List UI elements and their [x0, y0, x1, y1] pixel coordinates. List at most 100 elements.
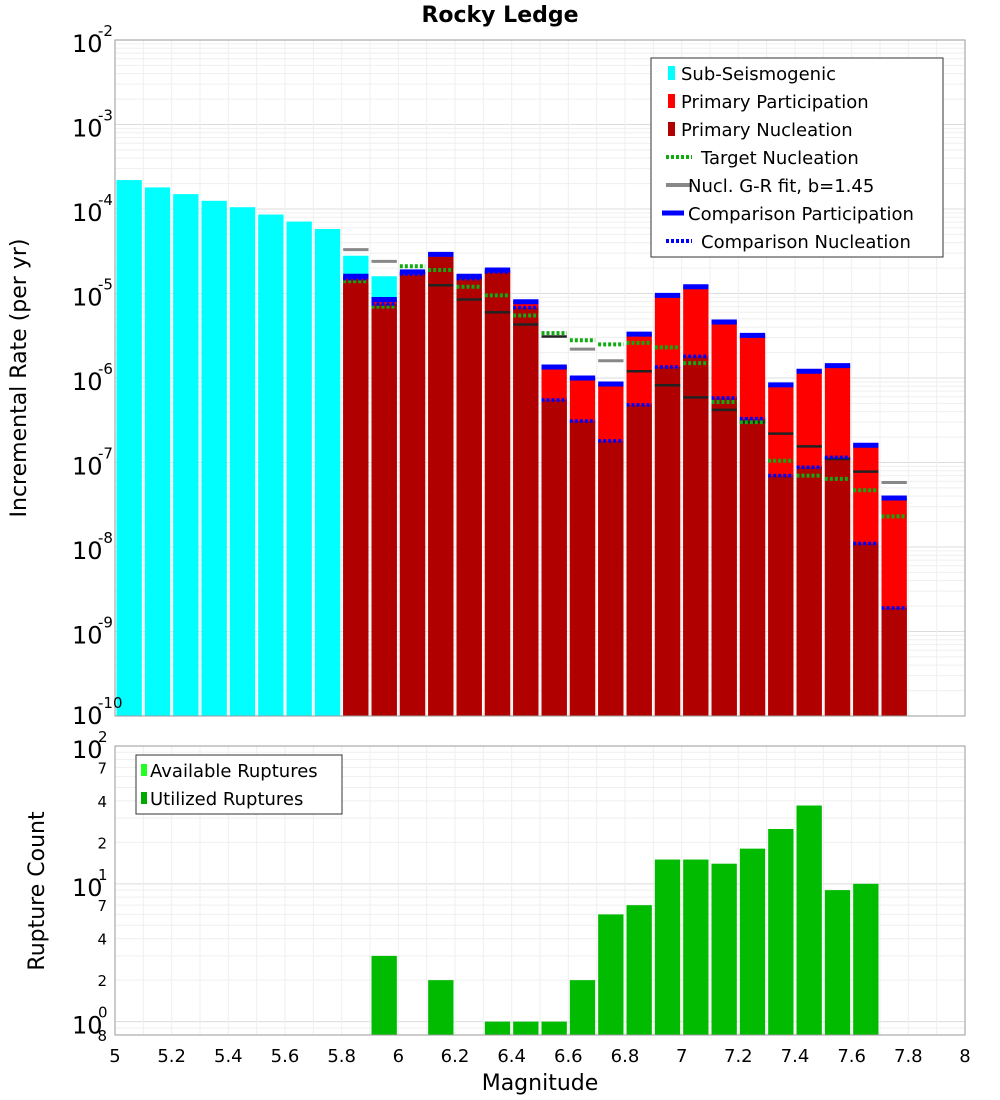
utilized-ruptures-bar — [371, 955, 397, 1035]
x-tick-label: 5 — [109, 1046, 120, 1067]
legend-swatch — [668, 122, 675, 136]
sub-seismogenic-bar — [286, 221, 312, 716]
x-tick-label: 6.6 — [554, 1046, 583, 1067]
x-tick-label: 7.4 — [781, 1046, 810, 1067]
primary-nucleation-bar — [824, 457, 851, 716]
bottom-bars — [371, 805, 879, 1035]
utilized-ruptures-bar — [484, 1021, 511, 1035]
y-tick-label: 10 — [72, 453, 103, 481]
x-tick-label: 7.6 — [837, 1046, 866, 1067]
primary-nucleation-bar — [796, 467, 822, 716]
x-tick-label: 6 — [393, 1046, 404, 1067]
y-minor-tick-label: 7 — [97, 759, 107, 777]
utilized-ruptures-bar — [711, 863, 737, 1035]
y-minor-tick-label: 4 — [97, 931, 107, 949]
legend-swatch — [141, 792, 147, 804]
utilized-ruptures-bar — [569, 980, 596, 1035]
x-tick-label: 6.4 — [497, 1046, 526, 1067]
bottom-y-axis-label: Rupture Count — [25, 811, 50, 971]
y-tick-exponent: -5 — [98, 276, 113, 294]
y-tick-label: 10 — [72, 199, 103, 227]
legend-label: Sub-Seismogenic — [681, 64, 836, 85]
y-minor-tick-label: 2 — [97, 834, 107, 852]
primary-nucleation-bar — [569, 420, 596, 716]
utilized-ruptures-bar — [541, 1021, 567, 1035]
primary-nucleation-bar — [399, 274, 426, 716]
utilized-ruptures-bar — [853, 883, 879, 1035]
utilized-ruptures-bar — [768, 828, 794, 1035]
utilized-ruptures-bar — [824, 890, 851, 1035]
y-tick-exponent: -9 — [98, 614, 113, 632]
primary-nucleation-bar — [598, 440, 624, 716]
sub-seismogenic-bar — [173, 194, 199, 716]
y-minor-tick-label: 7 — [97, 897, 107, 915]
x-tick-label: 6.2 — [441, 1046, 470, 1067]
top-plot-frame — [114, 39, 966, 717]
primary-nucleation-bar — [739, 418, 766, 716]
y-tick-label: 10 — [72, 622, 103, 650]
legend-label: Available Ruptures — [150, 761, 318, 782]
bottom-plot-frame — [114, 745, 966, 1036]
y-tick-label: 10 — [72, 1012, 103, 1040]
primary-nucleation-bar — [513, 307, 539, 716]
x-tick-label: 7 — [676, 1046, 687, 1067]
utilized-ruptures-bar — [513, 1021, 539, 1035]
y-tick-label: 10 — [72, 702, 103, 730]
primary-nucleation-bar — [343, 278, 369, 716]
y-minor-tick-label: 4 — [97, 793, 107, 811]
primary-nucleation-bar — [683, 356, 709, 716]
sub-seismogenic-bar — [314, 228, 341, 716]
primary-nucleation-bar — [371, 304, 397, 716]
primary-nucleation-bar — [768, 475, 794, 716]
utilized-ruptures-bar — [739, 848, 766, 1035]
utilized-ruptures-bar — [796, 805, 822, 1035]
x-axis-label: Magnitude — [482, 1071, 599, 1096]
y-tick-label: 10 — [72, 736, 103, 764]
x-tick-label: 8 — [959, 1046, 970, 1067]
utilized-ruptures-bar — [626, 905, 652, 1035]
sub-seismogenic-bar — [144, 187, 171, 717]
legend-swatch — [668, 94, 675, 108]
y-tick-exponent: 0 — [98, 1004, 108, 1022]
x-tick-label: 7.2 — [724, 1046, 753, 1067]
primary-nucleation-bar — [456, 278, 482, 716]
utilized-ruptures-bar — [598, 914, 624, 1035]
legend-label: Comparison Participation — [688, 204, 914, 225]
sub-seismogenic-bar — [258, 214, 284, 716]
y-tick-exponent: 1 — [98, 866, 108, 884]
sub-seismogenic-bar — [201, 200, 227, 717]
legend-label: Utilized Ruptures — [150, 789, 303, 810]
y-tick-exponent: -4 — [98, 191, 113, 209]
legend-box — [135, 754, 343, 815]
primary-nucleation-bar — [428, 257, 454, 716]
x-tick-label: 7.8 — [894, 1046, 923, 1067]
x-tick-label: 5.8 — [327, 1046, 356, 1067]
legend-box — [650, 57, 944, 258]
x-tick-label: 6.8 — [611, 1046, 640, 1067]
top-grid — [114, 40, 966, 717]
bottom-legend: Available Ruptures Utilized Ruptures — [135, 754, 343, 815]
top-lines — [343, 248, 907, 610]
x-tick-label: 5.6 — [271, 1046, 300, 1067]
legend-swatch — [668, 66, 675, 80]
primary-nucleation-bar — [484, 271, 511, 716]
legend-label: Primary Nucleation — [681, 120, 853, 141]
x-ticks: 5 5.2 5.4 5.6 5.8 6 6.2 6.4 6.6 6.8 7 7.2 7.4 7.6 7.8 8 — [109, 1046, 970, 1067]
y-tick-exponent: -2 — [98, 22, 113, 40]
primary-nucleation-bar — [881, 607, 907, 716]
legend-label: Nucl. G-R fit, b=1.45 — [688, 176, 874, 197]
y-tick-exponent: -10 — [98, 694, 123, 712]
utilized-ruptures-bar — [683, 859, 709, 1035]
legend-label: Primary Participation — [681, 92, 869, 113]
legend-label: Comparison Nucleation — [701, 232, 911, 253]
primary-nucleation-bar — [711, 397, 737, 716]
primary-nucleation-bar — [626, 404, 652, 716]
y-minor-tick-label: 2 — [97, 972, 107, 990]
x-tick-label: 5.2 — [157, 1046, 186, 1067]
top-y-axis-label: Incremental Rate (per yr) — [7, 239, 32, 518]
top-legend: Sub-Seismogenic Primary Participation Prim… — [650, 57, 944, 258]
chart-title: Rocky Ledge — [421, 3, 578, 28]
x-tick-label: 5.4 — [214, 1046, 243, 1067]
